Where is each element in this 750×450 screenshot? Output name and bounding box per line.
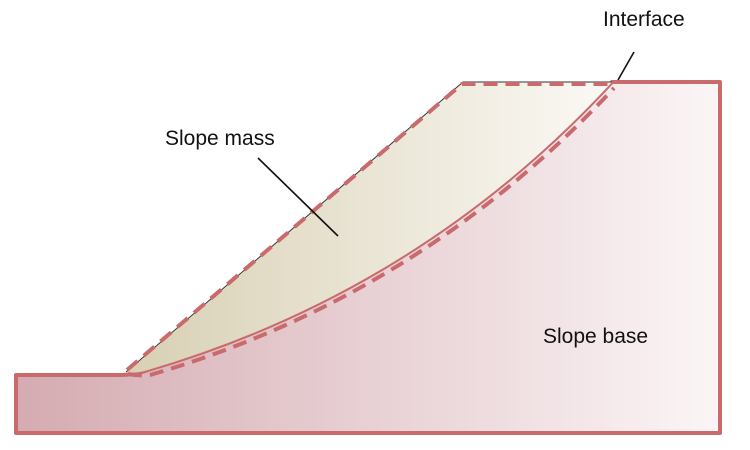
slope-mass-leader-line xyxy=(257,157,339,237)
slope-mass-region xyxy=(126,82,612,373)
interface-dashed-line xyxy=(127,86,616,378)
interface-leader-line xyxy=(617,51,635,81)
slope-mass-dashed-surface xyxy=(125,82,610,372)
slope-mass-label: Slope mass xyxy=(165,127,275,150)
slope-base-label: Slope base xyxy=(543,325,648,348)
interface-label: Interface xyxy=(603,8,685,31)
